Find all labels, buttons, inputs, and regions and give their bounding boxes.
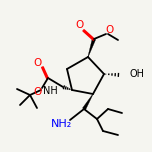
Polygon shape xyxy=(82,94,93,110)
Text: NH₂: NH₂ xyxy=(51,119,73,129)
Text: O: O xyxy=(106,25,114,35)
Text: NH: NH xyxy=(43,86,58,96)
Text: O: O xyxy=(76,20,84,30)
Text: OH: OH xyxy=(129,69,144,79)
Text: O: O xyxy=(34,87,42,97)
Polygon shape xyxy=(88,38,96,57)
Text: O: O xyxy=(34,58,42,68)
